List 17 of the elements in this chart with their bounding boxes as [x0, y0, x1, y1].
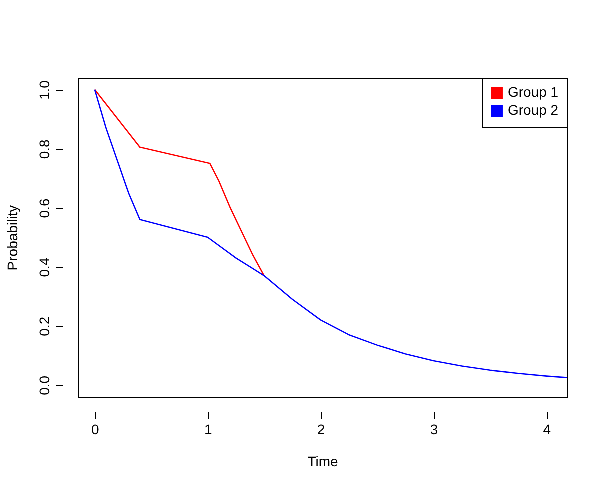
x-tick-label: 4 — [543, 422, 552, 438]
y-tick-label: 1.0 — [36, 80, 52, 100]
x-tick-label: 2 — [317, 422, 326, 438]
x-tick-label: 3 — [430, 422, 438, 438]
legend-label: Group 1 — [508, 84, 559, 100]
y-tick-label: 0.6 — [36, 198, 52, 218]
line-series — [94, 89, 567, 378]
line-series — [94, 89, 265, 277]
x-tick-label: 0 — [92, 422, 100, 438]
y-tick-label: 0.8 — [36, 139, 52, 160]
y-tick-label: 0.0 — [36, 376, 52, 396]
legend-label: Group 2 — [508, 102, 559, 118]
y-axis-title: Probability — [4, 205, 20, 271]
x-tick-label: 1 — [204, 422, 212, 438]
y-tick-label: 0.2 — [36, 316, 52, 336]
x-axis-title: Time — [308, 454, 339, 470]
y-tick-label: 0.4 — [36, 258, 52, 278]
